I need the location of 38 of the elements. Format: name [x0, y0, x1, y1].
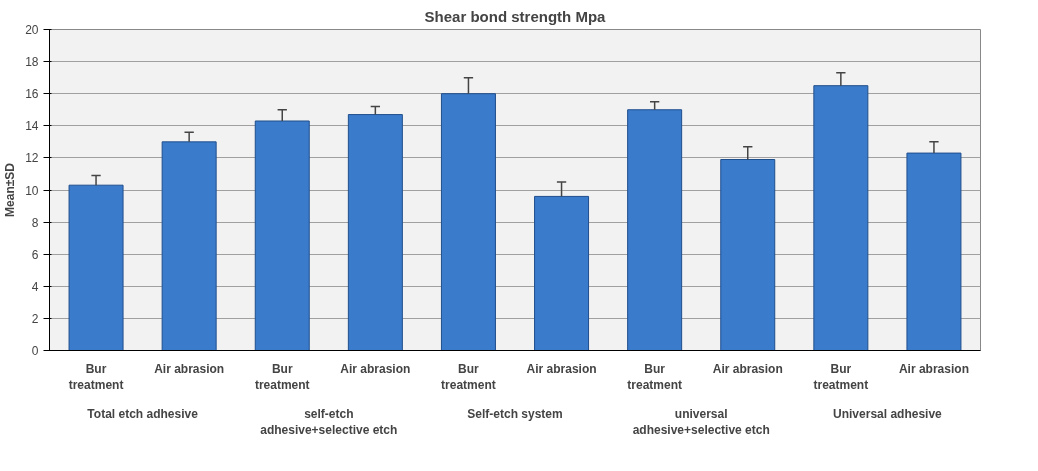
y-tick-label: 14	[25, 119, 39, 134]
y-tick-label: 16	[25, 87, 39, 102]
x-tick-label: Air abrasion	[898, 361, 969, 376]
bar	[161, 141, 217, 351]
y-tick-label: 18	[25, 55, 39, 70]
x-tick-label: Bur treatment	[441, 361, 496, 393]
y-tick-label: 4	[31, 279, 39, 294]
y-tick-label: 10	[25, 183, 39, 198]
y-tick-label: 0	[31, 344, 39, 358]
bar	[254, 120, 310, 351]
bar	[720, 159, 776, 351]
y-tick-label: 6	[31, 247, 39, 262]
text: Universal adhesive	[833, 406, 943, 421]
bar	[534, 195, 590, 351]
x-tick-label: Air abrasion	[526, 361, 597, 376]
bar	[440, 93, 496, 351]
x-tick-label: Bur treatment	[68, 361, 124, 393]
bar	[627, 109, 683, 351]
bar	[906, 152, 962, 351]
x-tick-label: Air abrasion	[712, 361, 783, 376]
y-tick-label: 20	[25, 23, 39, 37]
text: Total etch adhesive	[87, 406, 199, 421]
y-tick-label: 8	[31, 215, 39, 230]
bar	[347, 114, 403, 351]
x-tick-label: Bur treatment	[813, 361, 869, 393]
y-tick-label: 12	[25, 151, 39, 166]
text: self-etch adhesive+selective etch	[260, 406, 398, 438]
y-tick-label: 2	[31, 311, 39, 326]
text: universal adhesive+selective etch	[632, 406, 770, 438]
x-tick-label: Bur treatment	[254, 361, 310, 393]
x-tick-label: Bur treatment	[627, 361, 682, 393]
y-axis-title: Mean±SD	[3, 162, 18, 217]
bar	[813, 85, 869, 351]
chart-title: Shear bond strength Mpa	[424, 7, 607, 25]
x-tick-label: Air abrasion	[340, 361, 411, 376]
text: Self-etch system	[467, 406, 563, 421]
x-tick-label: Air abrasion	[154, 361, 225, 376]
bar	[68, 184, 124, 351]
